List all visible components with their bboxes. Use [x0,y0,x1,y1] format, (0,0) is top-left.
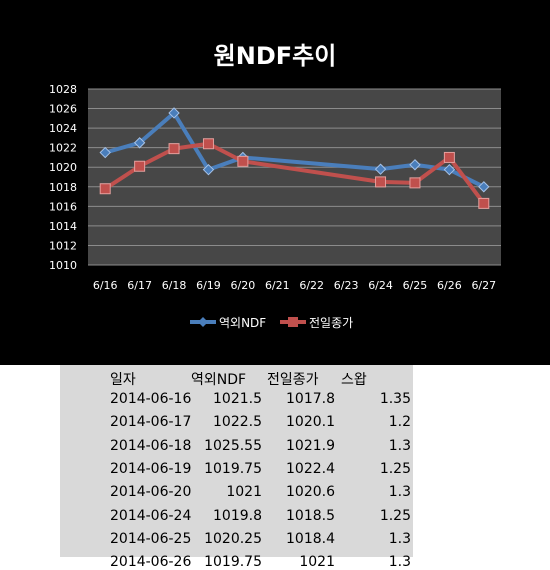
table-cell-swap: 1.25 [379,460,411,477]
plot-area [88,89,501,265]
table-cell-close: 1020.1 [286,414,335,431]
data-point [133,137,146,149]
table-cell-ndf: 1025.55 [204,437,262,454]
table-cell-swap: 1.25 [379,507,411,524]
y-tick-label: 1018 [49,181,77,194]
x-tick-label: 6/27 [471,279,496,292]
table-cell-close: 1022.4 [286,460,335,477]
table-cell-swap: 1.2 [388,414,411,431]
data-point [478,181,490,193]
table-header-ndf: 역외NDF [191,372,247,388]
table-cell-date: 2014-06-17 [110,414,192,431]
data-point [168,107,180,119]
chart-panel: 1010 1012 1014 1016 1018 1020 1022 1024 1026 1028… [0,0,550,365]
table-cell-ndf: 1020.25 [204,530,262,547]
table-header-close: 전일종가 [267,372,319,388]
table-cell-date: 2014-06-16 [110,391,192,407]
data-point [478,197,490,209]
y-tick-label: 1010 [49,259,77,272]
data-point [168,143,180,155]
x-tick-label: 6/22 [299,279,324,292]
y-tick-label: 1016 [49,200,77,213]
y-tick-label: 1020 [49,161,77,174]
data-point [202,138,214,150]
table-cell-date: 2014-06-19 [110,460,192,477]
data-point [443,163,456,176]
table-cell-ndf: 1022.5 [213,414,262,431]
data-point [374,163,387,175]
data-table: 일자 역외NDF 전일종가 스왑 2014-06-16 1021.5 1017.8 1… [60,365,413,570]
table-header-swap: 스왑 [341,372,367,388]
table-cell-ndf: 1019.8 [213,507,262,524]
x-tick-label: 6/21 [265,279,290,292]
table-cell-swap: 1.3 [388,484,411,501]
table-cell-date: 2014-06-24 [110,507,192,524]
table-cell-date: 2014-06-26 [110,554,192,570]
table-cell-close: 1020.6 [286,484,335,501]
x-tick-label: 6/18 [162,279,187,292]
x-tick-label: 6/20 [231,279,256,292]
data-point [409,177,421,189]
x-tick-label: 6/19 [196,279,221,292]
data-point [375,176,387,188]
table-cell-swap: 1.3 [388,437,411,454]
table-cell-swap: 1.3 [388,530,411,547]
data-point [202,163,215,176]
y-tick-label: 1022 [49,142,77,155]
x-tick-label: 6/16 [93,279,118,292]
data-point [409,159,421,171]
data-point [99,146,111,159]
data-point [443,151,455,163]
table-cell-close: 1021 [299,554,335,570]
legend-label: 전일종가 [309,316,353,330]
x-tick-label: 6/24 [368,279,393,292]
y-tick-label: 1014 [49,220,77,233]
table-cell-date: 2014-06-18 [110,437,192,454]
table-header-date: 일자 [110,372,136,388]
y-tick-label: 1012 [49,239,77,252]
table-cell-date: 2014-06-20 [110,484,192,501]
x-tick-label: 6/17 [127,279,152,292]
y-tick-label: 1028 [49,83,77,96]
table-cell-ndf: 1021.5 [213,391,262,407]
legend-label: 역외NDF [219,316,266,330]
data-point [134,160,146,172]
x-tick-label: 6/23 [334,279,359,292]
data-point [99,183,111,195]
table-cell-swap: 1.3 [388,554,411,570]
y-tick-label: 1024 [49,122,77,135]
legend-marker [288,317,298,327]
table-cell-close: 1018.5 [286,507,335,524]
x-tick-label: 6/26 [437,279,462,292]
table-cell-close: 1017.8 [286,391,335,407]
table-cell-date: 2014-06-25 [110,530,192,547]
table-cell-close: 1018.4 [286,530,335,547]
table-cell-ndf: 1021 [226,484,262,501]
legend-marker [198,317,208,327]
table-cell-ndf: 1019.75 [204,460,262,477]
line-chart: 1010 1012 1014 1016 1018 1020 1022 1024 1026 1028… [49,83,501,330]
x-tick-label: 6/25 [403,279,428,292]
table-cell-swap: 1.35 [379,391,411,407]
y-tick-label: 1026 [49,103,77,116]
table-cell-ndf: 1019.75 [204,554,262,570]
table-cell-close: 1021.9 [286,437,335,454]
data-point [237,155,249,167]
chart-title: 원NDF추이 [213,42,337,70]
